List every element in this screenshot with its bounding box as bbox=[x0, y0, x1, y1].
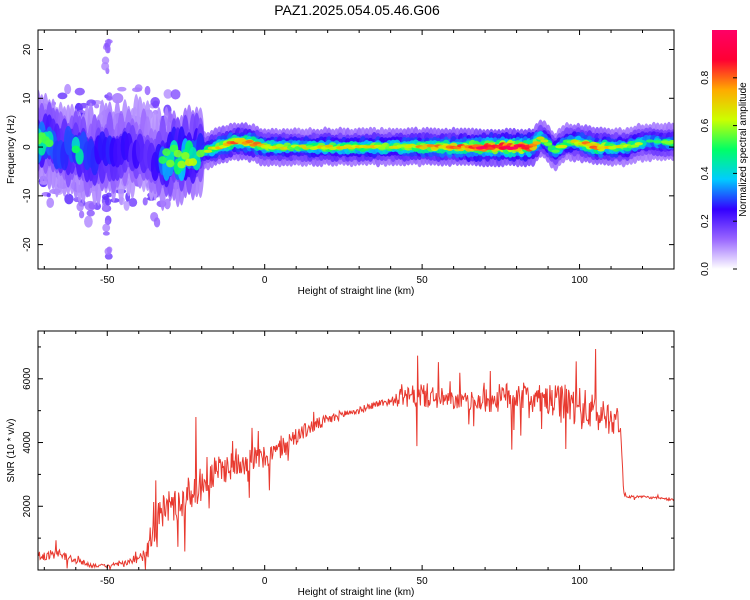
bottom-ytick-label: 4000 bbox=[22, 431, 33, 454]
ridge-cell bbox=[162, 148, 171, 157]
noise-blob bbox=[86, 209, 95, 217]
ridge-cell bbox=[551, 149, 560, 153]
top-ytick-label: -10 bbox=[22, 188, 33, 203]
noise-blob bbox=[123, 200, 130, 211]
top-frame bbox=[37, 29, 675, 270]
ridge-cell bbox=[166, 159, 175, 168]
noise-blob bbox=[78, 210, 85, 219]
bottom-ytick-label: 2000 bbox=[22, 495, 33, 518]
ridge-cell bbox=[203, 149, 213, 153]
noise-blob bbox=[128, 197, 138, 207]
snr-panel: -50 0 50 100 2000 4000 6000 Height of straight … bbox=[6, 330, 675, 598]
top-xtick-label: 100 bbox=[571, 275, 588, 286]
ridge-cell bbox=[173, 149, 182, 158]
streak-blob bbox=[102, 231, 110, 236]
streak-blob bbox=[106, 92, 113, 101]
noise-blob bbox=[150, 97, 160, 107]
ridge-cell bbox=[275, 144, 285, 148]
ridge-cell bbox=[245, 139, 254, 144]
noise-blob bbox=[46, 197, 55, 209]
noise-blob bbox=[64, 193, 74, 205]
ridge-cell bbox=[540, 139, 549, 143]
top-xtick-label: -50 bbox=[100, 275, 115, 286]
colorbar-label: Normalized spectral amplitude bbox=[738, 82, 749, 217]
noise-blob bbox=[144, 85, 151, 96]
noise-blob bbox=[170, 89, 181, 100]
ridge-cell bbox=[543, 142, 553, 146]
ridge-cell bbox=[645, 139, 655, 143]
top-ylabel: Frequency (Hz) bbox=[6, 115, 17, 184]
noise-blob bbox=[76, 202, 84, 212]
streak-blob bbox=[104, 39, 113, 44]
ridge-cell bbox=[426, 144, 436, 148]
ridge-cell bbox=[188, 158, 198, 166]
streak-blob bbox=[102, 223, 111, 232]
ridge-cell bbox=[45, 139, 54, 148]
noise-blob bbox=[46, 193, 51, 198]
top-xtick-label: 50 bbox=[417, 275, 429, 286]
streak-blob bbox=[106, 246, 113, 253]
noise-blob bbox=[142, 197, 148, 206]
snr-series-line bbox=[38, 348, 674, 570]
noise-blob bbox=[84, 215, 93, 228]
colorbar-tick-label: 0.0 bbox=[700, 262, 711, 276]
ridge-cell bbox=[585, 143, 594, 147]
top-xlabel: Height of straight line (km) bbox=[298, 286, 415, 297]
ridge-cell bbox=[483, 144, 492, 148]
streak-blob bbox=[104, 43, 111, 54]
ridge-cell bbox=[536, 136, 545, 140]
ridge-cell bbox=[634, 142, 643, 146]
ridge-cell bbox=[668, 140, 674, 144]
noise-blob bbox=[94, 103, 100, 109]
noise-blob bbox=[84, 200, 97, 211]
noise-blob bbox=[74, 87, 85, 96]
top-ytick-label: -20 bbox=[22, 237, 33, 252]
spectrogram-ridge bbox=[38, 38, 674, 260]
top-xtick-label: 0 bbox=[262, 275, 268, 286]
colorbar-tick-label: 0.8 bbox=[700, 70, 711, 84]
streak-blob bbox=[104, 198, 112, 206]
top-ytick-label: 20 bbox=[22, 44, 33, 56]
noise-blob bbox=[153, 217, 161, 228]
noise-blob bbox=[163, 89, 173, 99]
bottom-xtick-label: -50 bbox=[100, 576, 115, 587]
noise-blob bbox=[112, 93, 124, 104]
colorbar-tick-label: 0.6 bbox=[700, 118, 711, 132]
streak-blob bbox=[104, 219, 111, 225]
chart-title: PAZ1.2025.054.05.46.G06 bbox=[274, 2, 440, 18]
bottom-ylabel: SNR (10 * v/v) bbox=[6, 419, 17, 483]
ridge-cell bbox=[558, 144, 568, 149]
bottom-frame bbox=[37, 330, 675, 571]
noise-blob bbox=[164, 198, 171, 210]
ridge-cell bbox=[71, 145, 80, 154]
streak-blob bbox=[101, 56, 110, 65]
bottom-xtick-label: 100 bbox=[571, 576, 588, 587]
noise-blob bbox=[117, 86, 127, 92]
noise-blob bbox=[64, 83, 72, 95]
spectrogram-panel: -50 0 50 100 -20 -10 0 10 20 Height of straight l… bbox=[6, 29, 675, 297]
ridge-cell bbox=[653, 140, 662, 144]
top-ytick-label: 10 bbox=[22, 92, 33, 104]
ridge-cell bbox=[532, 141, 541, 145]
colorbar-tick-label: 0.4 bbox=[700, 166, 711, 180]
top-ytick-label: 0 bbox=[22, 144, 33, 150]
bottom-xtick-label: 50 bbox=[417, 576, 429, 587]
bottom-xtick-label: 0 bbox=[262, 576, 268, 587]
bottom-ytick-label: 6000 bbox=[22, 367, 33, 390]
noise-blob bbox=[134, 84, 143, 92]
colorbar-tick-label: 0.2 bbox=[700, 214, 711, 228]
ridge-cell bbox=[177, 160, 186, 169]
ridge-cell bbox=[181, 152, 190, 160]
streak-blob bbox=[101, 62, 110, 71]
ridge-cell bbox=[158, 156, 167, 164]
snr-line-group bbox=[38, 348, 674, 570]
noise-blob bbox=[57, 92, 68, 100]
bottom-xlabel: Height of straight line (km) bbox=[298, 587, 415, 598]
colorbar-gradient bbox=[712, 30, 737, 269]
colorbar: 0.0 0.2 0.4 0.6 0.8 Normalized spectral ampli… bbox=[700, 30, 749, 276]
